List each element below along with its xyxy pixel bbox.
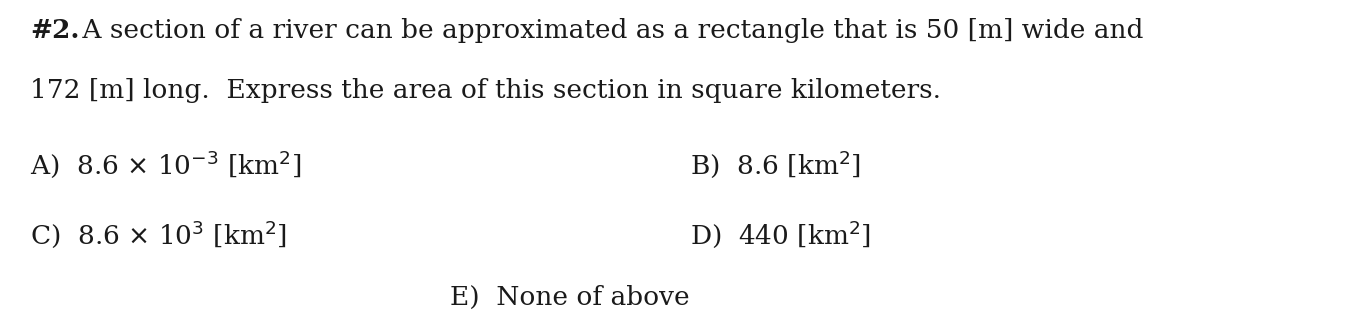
Text: 172 [m] long.  Express the area of this section in square kilometers.: 172 [m] long. Express the area of this s… [30, 78, 942, 103]
Text: #2.: #2. [30, 18, 79, 43]
Text: A section of a river can be approximated as a rectangle that is 50 [m] wide and: A section of a river can be approximated… [74, 18, 1144, 43]
Text: E)  None of above: E) None of above [450, 285, 690, 310]
Text: A)  8.6 $\times$ 10$^{-3}$ [km$^{2}$]: A) 8.6 $\times$ 10$^{-3}$ [km$^{2}$] [30, 148, 302, 180]
Text: B)  8.6 [km$^{2}$]: B) 8.6 [km$^{2}$] [690, 148, 861, 180]
Text: D)  440 [km$^{2}$]: D) 440 [km$^{2}$] [690, 218, 872, 250]
Text: C)  8.6 $\times$ 10$^{3}$ [km$^{2}$]: C) 8.6 $\times$ 10$^{3}$ [km$^{2}$] [30, 218, 287, 250]
